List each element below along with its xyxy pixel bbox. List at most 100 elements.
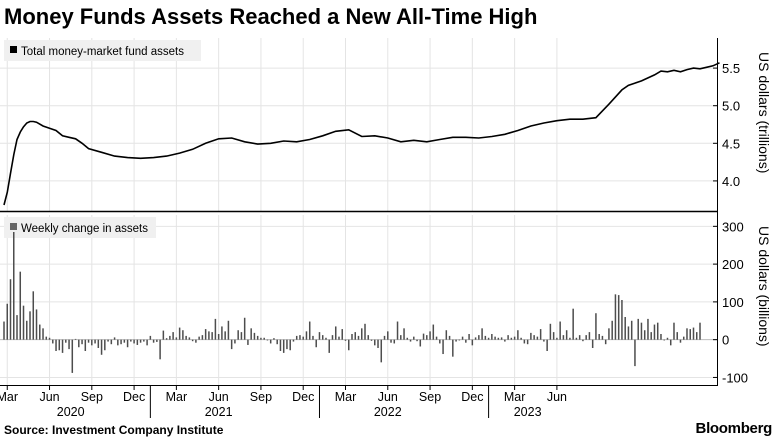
- x-month-label: Mar: [335, 390, 357, 404]
- top-legend-box: [4, 40, 201, 61]
- weekly-change-bar: [361, 328, 363, 340]
- weekly-change-bar: [35, 309, 38, 340]
- weekly-change-bar: [78, 339, 80, 348]
- weekly-change-bar: [663, 339, 665, 341]
- weekly-change-bar: [413, 336, 415, 340]
- weekly-change-bar: [422, 333, 425, 340]
- weekly-change-bar: [139, 339, 142, 343]
- bottom-y-tick-label: -100: [722, 370, 748, 385]
- weekly-change-bar: [666, 337, 669, 340]
- weekly-change-bar: [269, 339, 272, 344]
- weekly-change-bar: [660, 334, 662, 340]
- weekly-change-bar: [247, 339, 249, 345]
- weekly-change-bar: [133, 339, 135, 344]
- weekly-change-bar: [676, 332, 678, 340]
- weekly-change-bar: [380, 339, 383, 363]
- weekly-change-bar: [250, 328, 252, 340]
- top-y-axis-label: US dollars (trillions): [756, 52, 772, 173]
- weekly-change-bar: [286, 339, 288, 350]
- top-y-tick-label: 5.5: [722, 61, 740, 76]
- weekly-change-bar: [224, 331, 226, 340]
- weekly-change-bar: [234, 339, 236, 344]
- weekly-change-bar: [575, 337, 578, 340]
- weekly-change-bar: [630, 320, 633, 340]
- weekly-change-bar: [97, 339, 100, 348]
- weekly-change-bar: [455, 339, 457, 342]
- weekly-change-bar: [208, 331, 210, 340]
- weekly-change-bar: [19, 271, 22, 340]
- weekly-change-bar: [484, 335, 487, 340]
- weekly-change-bar: [81, 339, 83, 345]
- weekly-change-bar: [533, 335, 535, 340]
- weekly-change-bar: [536, 336, 539, 340]
- weekly-change-bar: [195, 339, 197, 343]
- weekly-change-bar: [696, 332, 698, 340]
- weekly-change-bar: [478, 335, 480, 340]
- weekly-change-bar: [669, 339, 672, 346]
- weekly-change-bar: [487, 337, 490, 340]
- weekly-change-bar: [68, 339, 70, 350]
- weekly-change-bar: [526, 339, 529, 345]
- weekly-change-bar: [52, 339, 54, 344]
- weekly-change-bar: [182, 330, 184, 340]
- weekly-change-bar: [543, 339, 545, 342]
- weekly-change-bar: [439, 339, 441, 344]
- weekly-change-bar: [445, 330, 448, 340]
- weekly-change-bar: [692, 327, 695, 340]
- weekly-change-bar: [188, 337, 191, 340]
- weekly-change-bar: [689, 329, 691, 340]
- x-month-label: Mar: [504, 390, 526, 404]
- weekly-change-bar: [22, 305, 25, 340]
- weekly-change-bar: [299, 335, 301, 340]
- weekly-change-bar: [6, 303, 8, 340]
- bottom-y-ticks: 300 200 100 0 -100: [713, 219, 748, 385]
- weekly-change-bar: [640, 322, 643, 340]
- weekly-change-bar: [94, 339, 96, 344]
- weekly-change-bar: [211, 332, 213, 340]
- bottom-gridlines: [0, 215, 717, 385]
- weekly-change-bar: [146, 339, 148, 346]
- weekly-change-bar: [699, 322, 701, 340]
- x-month-label: Sep: [250, 390, 272, 404]
- weekly-change-bar: [104, 339, 106, 351]
- weekly-change-bar: [26, 320, 28, 340]
- weekly-change-bar: [74, 338, 77, 340]
- top-y-tick-label: 4.5: [722, 136, 740, 151]
- weekly-change-bar: [585, 335, 587, 340]
- weekly-change-bar: [243, 317, 246, 340]
- weekly-change-bar: [419, 339, 422, 347]
- weekly-change-bar: [217, 334, 220, 340]
- weekly-change-bar: [546, 339, 548, 351]
- weekly-change-bar: [565, 330, 568, 340]
- x-month-label: Mar: [0, 390, 18, 404]
- weekly-change-bar: [107, 339, 109, 342]
- top-y-tick-label: 5.0: [722, 99, 740, 114]
- weekly-change-bar: [608, 328, 610, 340]
- weekly-change-bar: [282, 339, 285, 353]
- weekly-change-bar: [84, 339, 87, 351]
- weekly-change-bar: [468, 334, 470, 340]
- weekly-change-bar: [29, 311, 31, 340]
- x-month-label: Dec: [461, 390, 483, 404]
- weekly-change-bar: [481, 328, 483, 340]
- weekly-change-bar: [237, 330, 239, 340]
- weekly-change-bar: [351, 334, 353, 340]
- weekly-change-bar: [227, 320, 230, 340]
- bottom-legend-label: Weekly change in assets: [21, 223, 148, 235]
- weekly-change-bar: [305, 331, 308, 340]
- weekly-change-bar: [588, 332, 591, 340]
- weekly-change-bar: [624, 317, 626, 340]
- weekly-change-bar: [221, 326, 223, 340]
- weekly-change-bar: [143, 339, 145, 342]
- weekly-change-bar: [611, 320, 613, 340]
- weekly-change-bar: [65, 339, 67, 343]
- weekly-change-bar: [16, 315, 18, 340]
- weekly-change-bar: [204, 329, 207, 340]
- weekly-change-bar: [582, 339, 584, 342]
- weekly-change-bar: [559, 321, 561, 340]
- weekly-change-bar: [338, 336, 340, 340]
- weekly-change-bar: [682, 336, 685, 340]
- bottom-y-tick-label: 100: [722, 295, 744, 310]
- x-month-label: Dec: [123, 390, 145, 404]
- weekly-change-bar: [679, 339, 682, 343]
